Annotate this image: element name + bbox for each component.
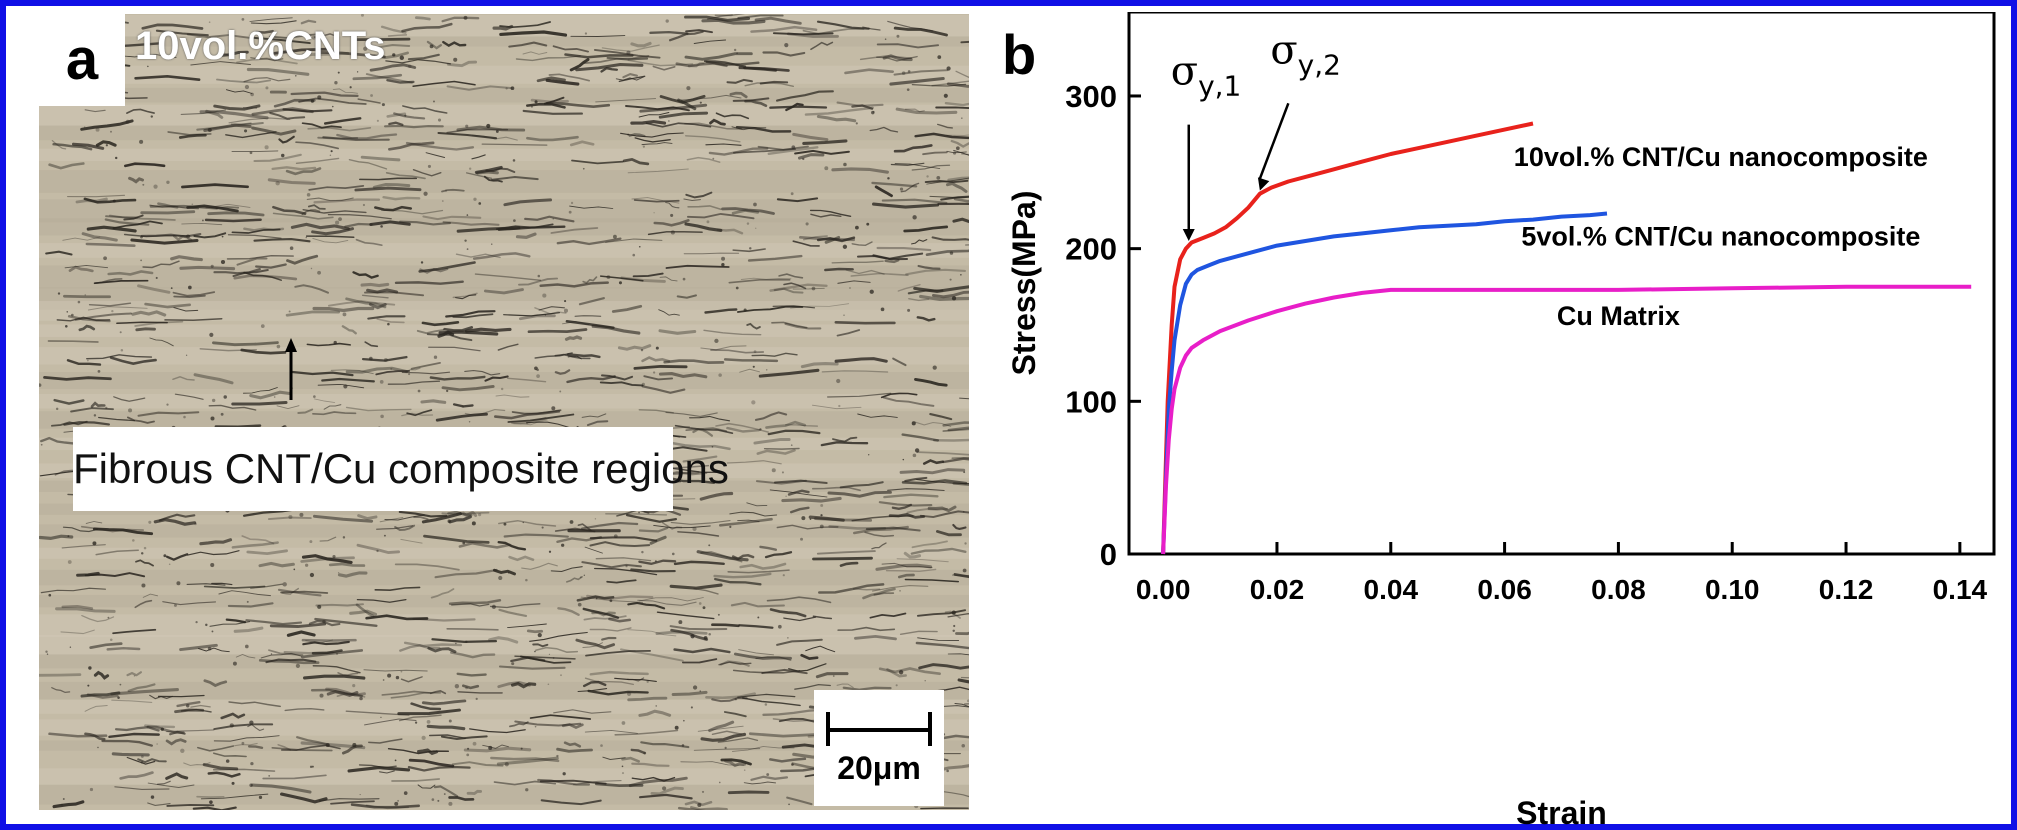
series-line-3 <box>1161 284 1972 555</box>
panel-a-micrograph: a 10vol.%CNTs Fibrous CNT/Cu composite r… <box>39 14 969 810</box>
series-label-3: Cu Matrix <box>1557 301 1680 331</box>
x-tick-label: 0.12 <box>1819 574 1874 605</box>
x-axis-label: Strain <box>1516 795 1607 830</box>
y-tick-label: 200 <box>1065 232 1117 267</box>
x-tick-label: 0.00 <box>1136 574 1191 605</box>
series-label-2: 5vol.% CNT/Cu nanocomposite <box>1521 222 1920 252</box>
series-label-1: 10vol.% CNT/Cu nanocomposite <box>1514 142 1928 172</box>
y-axis-label: Stress(MPa) <box>1006 191 1042 376</box>
scale-bar: 20μm <box>814 690 944 806</box>
annotation-label-1: σy,1 <box>1171 49 1242 103</box>
fibrous-regions-annotation: Fibrous CNT/Cu composite regions <box>73 427 729 511</box>
x-tick-label: 0.14 <box>1933 574 1988 605</box>
annotation-arrow-2 <box>1258 102 1290 180</box>
sample-label: 10vol.%CNTs <box>135 24 386 68</box>
annotation-arrow <box>285 338 297 400</box>
series-line-1 <box>1161 121 1534 555</box>
stress-strain-chart: b 0 100 200 300 0.00 0.02 0.04 0.06 0.08 0.10 0.12 0… <box>1002 12 1996 830</box>
y-tick-label: 300 <box>1065 79 1117 114</box>
plot-frame <box>1127 12 1996 556</box>
scale-bar-line <box>826 712 932 746</box>
panel-letter-b: b <box>1002 23 1036 86</box>
x-tick-label: 0.04 <box>1364 574 1419 605</box>
x-tick-label: 0.08 <box>1591 574 1646 605</box>
x-tick-label: 0.06 <box>1477 574 1532 605</box>
annotation-label-2: σy,2 <box>1270 27 1341 81</box>
y-tick-label: 100 <box>1065 384 1117 419</box>
series-line-2 <box>1161 211 1608 555</box>
annotation-arrowhead-1 <box>1182 229 1195 242</box>
y-tick-label: 0 <box>1100 537 1117 572</box>
panel-letter-a: a <box>39 14 125 106</box>
scale-bar-label: 20μm <box>837 750 921 786</box>
x-tick-label: 0.02 <box>1250 574 1305 605</box>
annotation-arrowhead-2 <box>1257 177 1270 191</box>
x-tick-label: 0.10 <box>1705 574 1760 605</box>
